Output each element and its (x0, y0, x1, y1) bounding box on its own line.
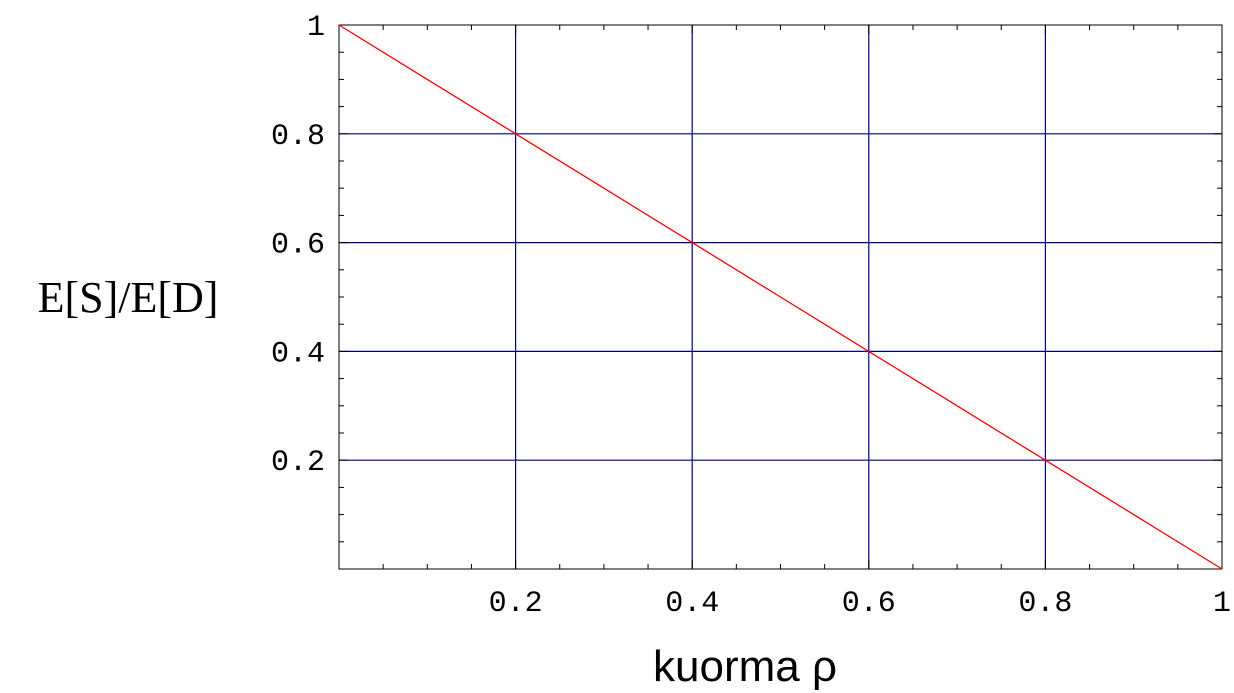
x-tick-label: 1 (1213, 587, 1231, 621)
y-tick-label: 0.6 (271, 229, 325, 263)
grid-lines (339, 25, 1222, 569)
minor-ticks (339, 25, 1222, 569)
x-tick-label: 0.6 (842, 587, 896, 621)
plot-frame (338, 24, 1223, 570)
y-tick-labels: 0.2 0.4 0.6 0.8 1 (271, 11, 325, 480)
y-tick-label: 0.4 (271, 337, 325, 371)
y-tick-label: 0.2 (271, 446, 325, 480)
x-tick-labels: 0.2 0.4 0.6 0.8 1 (489, 587, 1231, 621)
y-axis-label: E[S]/E[D] (38, 273, 219, 322)
y-tick-label: 1 (307, 11, 325, 45)
x-axis-label: kuorma ρ (653, 642, 837, 691)
series-line (338, 24, 1223, 570)
x-tick-label: 0.4 (665, 587, 719, 621)
y-tick-label: 0.8 (271, 120, 325, 154)
x-tick-label: 0.2 (489, 587, 543, 621)
x-tick-label: 0.8 (1018, 587, 1072, 621)
